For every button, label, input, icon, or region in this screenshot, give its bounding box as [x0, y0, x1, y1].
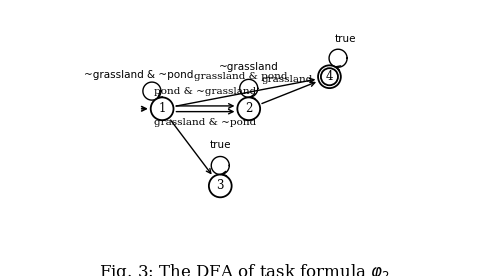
Text: pond & ~grassland: pond & ~grassland — [154, 87, 257, 96]
Text: true: true — [335, 34, 357, 44]
Text: grassland: grassland — [261, 75, 312, 84]
Text: true: true — [209, 140, 231, 150]
Text: grassland & pond: grassland & pond — [194, 72, 288, 81]
Circle shape — [318, 65, 341, 88]
Text: 1: 1 — [159, 102, 166, 115]
Text: ~grassland & ~pond: ~grassland & ~pond — [84, 70, 194, 80]
Text: 3: 3 — [217, 179, 224, 192]
Text: 4: 4 — [325, 70, 333, 83]
Text: grassland & ~pond: grassland & ~pond — [154, 118, 257, 127]
Text: Fig. 3: The DFA of task formula $\varphi_2$: Fig. 3: The DFA of task formula $\varphi… — [99, 262, 389, 276]
Circle shape — [151, 97, 174, 120]
Text: ~grassland: ~grassland — [219, 62, 279, 73]
Text: 2: 2 — [245, 102, 252, 115]
Circle shape — [237, 97, 260, 120]
Circle shape — [209, 174, 232, 197]
